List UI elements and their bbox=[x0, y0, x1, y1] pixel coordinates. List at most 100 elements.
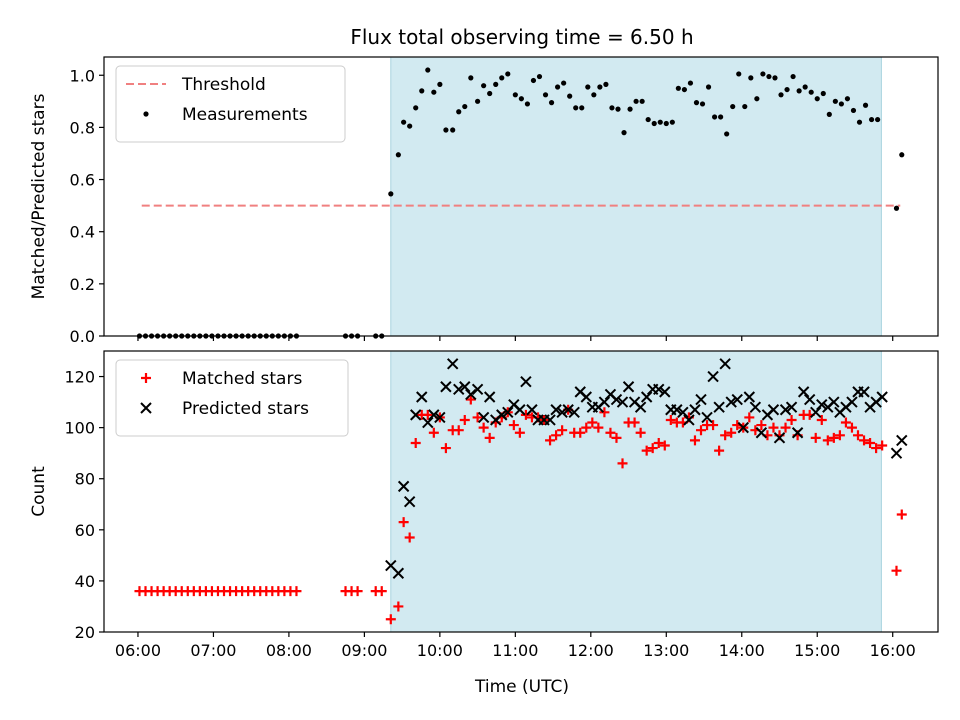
data-point bbox=[802, 84, 808, 90]
data-point bbox=[846, 422, 857, 433]
data-point bbox=[555, 84, 561, 90]
data-point bbox=[545, 435, 556, 446]
data-point bbox=[657, 119, 663, 125]
data-point bbox=[850, 107, 857, 114]
data-point bbox=[440, 443, 451, 454]
y-tick-label: 1.0 bbox=[70, 66, 95, 85]
data-point bbox=[669, 119, 675, 125]
data-point bbox=[736, 71, 742, 77]
data-point bbox=[487, 90, 493, 97]
data-point bbox=[695, 393, 707, 406]
series-predicted-stars bbox=[385, 358, 908, 579]
data-point bbox=[627, 106, 633, 112]
data-point bbox=[434, 411, 446, 424]
data-point bbox=[876, 391, 888, 403]
data-point bbox=[891, 565, 902, 576]
data-point bbox=[720, 430, 731, 441]
data-point bbox=[754, 96, 760, 102]
y-axis-title: Count bbox=[29, 466, 49, 517]
y-tick-label: 0.8 bbox=[70, 118, 95, 137]
data-point bbox=[893, 205, 900, 211]
data-point bbox=[773, 432, 786, 444]
data-point bbox=[705, 84, 712, 90]
data-point bbox=[748, 75, 754, 81]
data-point bbox=[437, 81, 443, 87]
data-point bbox=[428, 427, 439, 438]
data-point bbox=[718, 114, 724, 120]
data-point bbox=[505, 71, 511, 77]
data-point bbox=[640, 391, 653, 403]
data-point bbox=[453, 383, 465, 396]
data-point bbox=[477, 411, 490, 424]
data-point bbox=[593, 422, 604, 433]
y-tick-label: 60 bbox=[75, 521, 95, 540]
data-point bbox=[707, 370, 719, 383]
data-point bbox=[719, 358, 731, 370]
data-point bbox=[890, 447, 903, 459]
data-point bbox=[591, 92, 597, 98]
data-point bbox=[568, 406, 580, 419]
data-point bbox=[548, 100, 555, 106]
data-point bbox=[832, 98, 838, 104]
data-point bbox=[663, 120, 669, 127]
data-point bbox=[844, 96, 851, 102]
legend-box bbox=[115, 65, 346, 143]
data-point bbox=[453, 425, 464, 436]
data-point bbox=[767, 404, 780, 416]
x-tick-label: 13:00 bbox=[643, 641, 689, 660]
data-point bbox=[647, 443, 658, 454]
data-point bbox=[514, 404, 526, 416]
legend-label: Threshold bbox=[181, 75, 266, 95]
data-point bbox=[291, 586, 302, 597]
data-point bbox=[796, 88, 802, 94]
legend-box bbox=[115, 359, 349, 437]
y-tick-label: 0.2 bbox=[70, 275, 95, 294]
data-point bbox=[579, 105, 585, 111]
data-point bbox=[520, 375, 532, 388]
data-point bbox=[725, 396, 737, 408]
data-point bbox=[693, 100, 700, 106]
data-point bbox=[834, 430, 845, 441]
data-point bbox=[766, 73, 772, 80]
data-point bbox=[726, 427, 737, 438]
legend-swatch bbox=[143, 111, 149, 117]
data-point bbox=[778, 92, 784, 98]
data-point bbox=[514, 427, 525, 438]
data-point bbox=[862, 102, 869, 108]
data-point bbox=[622, 381, 635, 393]
data-point bbox=[542, 92, 549, 98]
data-point bbox=[760, 71, 766, 77]
data-point bbox=[611, 432, 622, 443]
data-point bbox=[797, 386, 810, 398]
data-point bbox=[609, 105, 615, 111]
x-tick-label: 10:00 bbox=[417, 641, 463, 660]
data-point bbox=[803, 393, 816, 406]
data-point bbox=[659, 440, 670, 451]
data-point bbox=[562, 404, 574, 416]
data-point bbox=[544, 414, 556, 426]
y-tick-label: 0.4 bbox=[70, 223, 95, 242]
data-point bbox=[730, 103, 736, 110]
data-point bbox=[865, 437, 876, 448]
data-point bbox=[401, 119, 407, 125]
x-tick-label: 14:00 bbox=[719, 641, 765, 660]
data-point bbox=[465, 394, 476, 405]
data-point bbox=[481, 83, 487, 89]
data-point bbox=[456, 109, 462, 115]
x-tick-label: 07:00 bbox=[190, 641, 236, 660]
data-point bbox=[478, 422, 489, 433]
data-point bbox=[742, 103, 748, 110]
data-point bbox=[410, 409, 422, 421]
data-point bbox=[468, 75, 474, 81]
data-point bbox=[459, 414, 470, 425]
data-point bbox=[530, 77, 537, 84]
data-point bbox=[376, 586, 387, 597]
data-point bbox=[422, 409, 433, 420]
data-point bbox=[512, 92, 518, 98]
data-point bbox=[388, 191, 394, 197]
data-point bbox=[392, 567, 405, 579]
data-point bbox=[838, 101, 844, 107]
x-tick-label: 06:00 bbox=[115, 641, 161, 660]
legend-label: Predicted stars bbox=[182, 399, 309, 419]
data-point bbox=[404, 532, 415, 543]
